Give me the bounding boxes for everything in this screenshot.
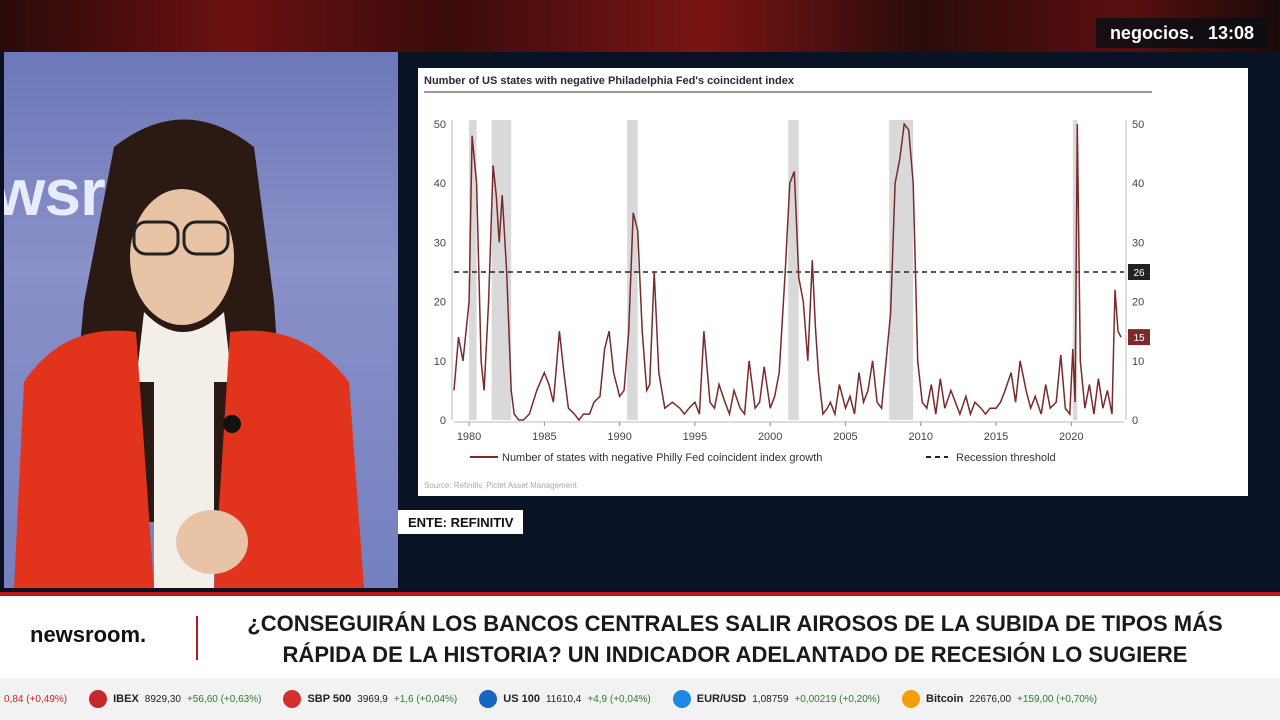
recession-band [469,120,477,420]
headline-line-1: ¿CONSEGUIRÁN LOS BANCOS CENTRALES SALIR … [247,611,1223,636]
ticker-value: 3969,9 [357,693,388,705]
y-tick-label: 40 [1132,178,1144,190]
microphone-icon [223,415,241,433]
ticker-item: Bitcoin 22676,00 +159,00 (+0,70%) [902,690,1097,708]
ticker-item: EUR/USD 1,08759 +0,00219 (+0,20%) [672,690,881,708]
headline-line-2: RÁPIDA DE LA HISTORIA? UN INDICADOR ADEL… [282,642,1188,667]
source-tag: ENTE: REFINITIV [398,510,524,534]
x-tick-label: 2005 [833,431,857,443]
legend-label-threshold: Recession threshold [956,452,1056,464]
y-axis-right: 0 10 20 30 40 50 [1125,119,1144,427]
x-tick-label: 2015 [984,431,1008,443]
ticker-prefix-change: 0,84 (+0,49%) [4,693,68,705]
ticker-change: +1,6 (+0,04%) [393,693,458,705]
y-tick-label: 40 [434,178,446,190]
y-tick-label: 20 [434,297,446,309]
jacket-left [14,330,154,588]
x-tick-label: 1985 [532,431,556,443]
ticker-name: SBP 500 [307,693,352,705]
program-logo: newsroom. [30,622,147,647]
y-tick-label: 30 [1132,237,1144,249]
y-tick-label: 50 [1132,119,1144,131]
bitcoin-icon [902,690,921,708]
channel-brand: negocios. 13:08 [1095,18,1268,48]
y-tick-label: 0 [1132,415,1138,427]
threshold-badge-label: 26 [1133,268,1145,279]
ticker-change: +159,00 (+0,70%) [1017,693,1098,705]
last-value-badge-label: 15 [1133,333,1145,344]
clock: 13:08 [1207,22,1254,43]
ticker-change: +56,60 (+0,63%) [186,693,262,705]
x-axis: 1980 1985 1990 1995 2000 2005 2010 2015 2020 [454,421,1124,443]
channel-logo: negocios. [1109,22,1194,43]
glasses-left [132,220,180,256]
x-tick-label: 1995 [683,431,707,443]
legend-label-series: Number of states with negative Philly Fe… [502,452,822,464]
last-value-badge [1128,329,1150,346]
ticker-item: SBP 500 3969,9 +1,6 (+0,04%) [283,690,457,708]
y-tick-label: 30 [434,237,446,249]
jacket-right [214,330,364,588]
flag-icon [283,690,302,708]
y-axis-left: 0 10 20 30 40 50 [434,119,453,427]
presenter-video: wsroom [4,52,398,588]
flag-icon [479,690,498,708]
top-banner [0,0,1280,52]
headline: ¿CONSEGUIRÁN LOS BANCOS CENTRALES SALIR … [240,608,1230,670]
glasses-right [182,220,230,256]
recession-band [1072,120,1078,420]
ticker-item: IBEX 8929,30 +56,60 (+0,63%) [89,690,261,708]
x-tick-label: 1990 [607,431,631,443]
y-tick-label: 10 [1132,356,1144,368]
x-tick-label: 2000 [758,431,782,443]
ticker-value: 8929,30 [144,693,181,705]
threshold-badge [1128,264,1150,280]
y-tick-label: 20 [1132,297,1144,309]
x-tick-label: 1980 [457,431,481,443]
market-ticker: 0,84 (+0,49%) IBEX 8929,30 +56,60 (+0,63… [0,678,1280,720]
ticker-value: 11610,4 [545,693,582,705]
ticker-change: +4,9 (+0,04%) [587,693,651,705]
x-tick-label: 2010 [908,431,932,443]
ticker-change: +0,00219 (+0,20%) [794,693,881,705]
x-tick-label: 2020 [1059,431,1083,443]
chart-svg: Number of US states with negative Philad… [424,75,1152,490]
chart-legend: Number of states with negative Philly Fe… [470,452,1056,464]
currency-icon [672,690,691,708]
ticker-name: EUR/USD [696,693,747,705]
y-tick-label: 10 [434,356,446,368]
lower-third: newsroom. ¿CONSEGUIRÁN LOS BANCOS CENTRA… [0,592,1280,678]
ticker-value: 1,08759 [752,693,789,705]
y-tick-label: 50 [434,119,446,131]
logo-divider [196,616,198,660]
presenter-figure [14,119,364,588]
ticker-item: US 100 11610,4 +4,9 (+0,04%) [479,690,651,708]
chart-source: Source: Refinitiv, Pictet Asset Manageme… [424,481,578,490]
recession-band [627,120,638,420]
face [130,189,234,325]
axis-badges: 26 15 [1128,264,1150,346]
ticker-name: Bitcoin [926,693,964,705]
chart-title: Number of US states with negative Philad… [424,75,795,87]
flag-icon [89,690,108,708]
ticker-name: US 100 [503,693,540,705]
recession-band [788,120,799,420]
ticker-name: IBEX [113,693,139,705]
y-tick-label: 0 [440,415,446,427]
ticker-prefix: 0,84 (+0,49%) [4,694,67,705]
series-line [453,122,1122,422]
recession-band [491,120,512,420]
hands [176,510,248,574]
recession-band [889,120,914,420]
ticker-value: 22676,00 [969,693,1012,705]
recession-bands [469,120,1078,420]
chart-card: Number of US states with negative Philad… [418,68,1248,496]
